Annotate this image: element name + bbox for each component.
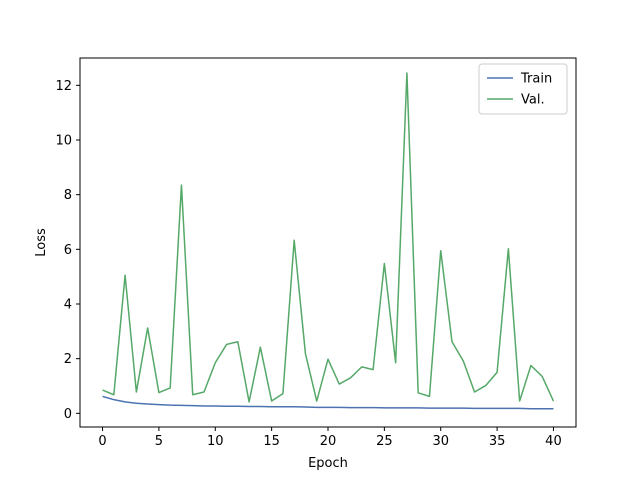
- y-axis-ticks: 0 2 4 6 8 10 12: [55, 79, 80, 422]
- y-tick-label: 0: [64, 407, 72, 422]
- y-axis-label: Loss: [34, 228, 49, 257]
- plot-background: [80, 58, 576, 427]
- x-tick-label: 25: [376, 434, 393, 449]
- legend-label-1: Val.: [521, 93, 545, 108]
- legend-label-0: Train: [520, 72, 552, 87]
- y-tick-label: 2: [64, 352, 72, 367]
- y-tick-label: 4: [64, 298, 72, 313]
- y-tick-label: 8: [64, 188, 72, 203]
- y-tick-label: 6: [64, 243, 72, 258]
- x-tick-label: 15: [263, 434, 280, 449]
- y-tick-label: 12: [55, 79, 72, 94]
- x-axis-label: Epoch: [308, 456, 348, 471]
- series-layer: [102, 72, 555, 410]
- plot-frame: [79, 57, 577, 428]
- x-tick-label: 20: [320, 434, 337, 449]
- series-line-1: [102, 72, 555, 403]
- x-tick-label: 5: [155, 434, 163, 449]
- x-tick-label: 35: [489, 434, 506, 449]
- x-axis-ticks: 0 5 10 15 20 25 30 35 40: [98, 427, 562, 449]
- series-line-0: [102, 395, 554, 410]
- x-tick-label: 40: [545, 434, 562, 449]
- x-tick-label: 30: [432, 434, 449, 449]
- x-tick-label: 0: [98, 434, 106, 449]
- x-tick-label: 10: [207, 434, 224, 449]
- y-tick-label: 10: [55, 134, 72, 149]
- legend: Train Val.: [478, 63, 568, 115]
- legend-box: [478, 63, 568, 115]
